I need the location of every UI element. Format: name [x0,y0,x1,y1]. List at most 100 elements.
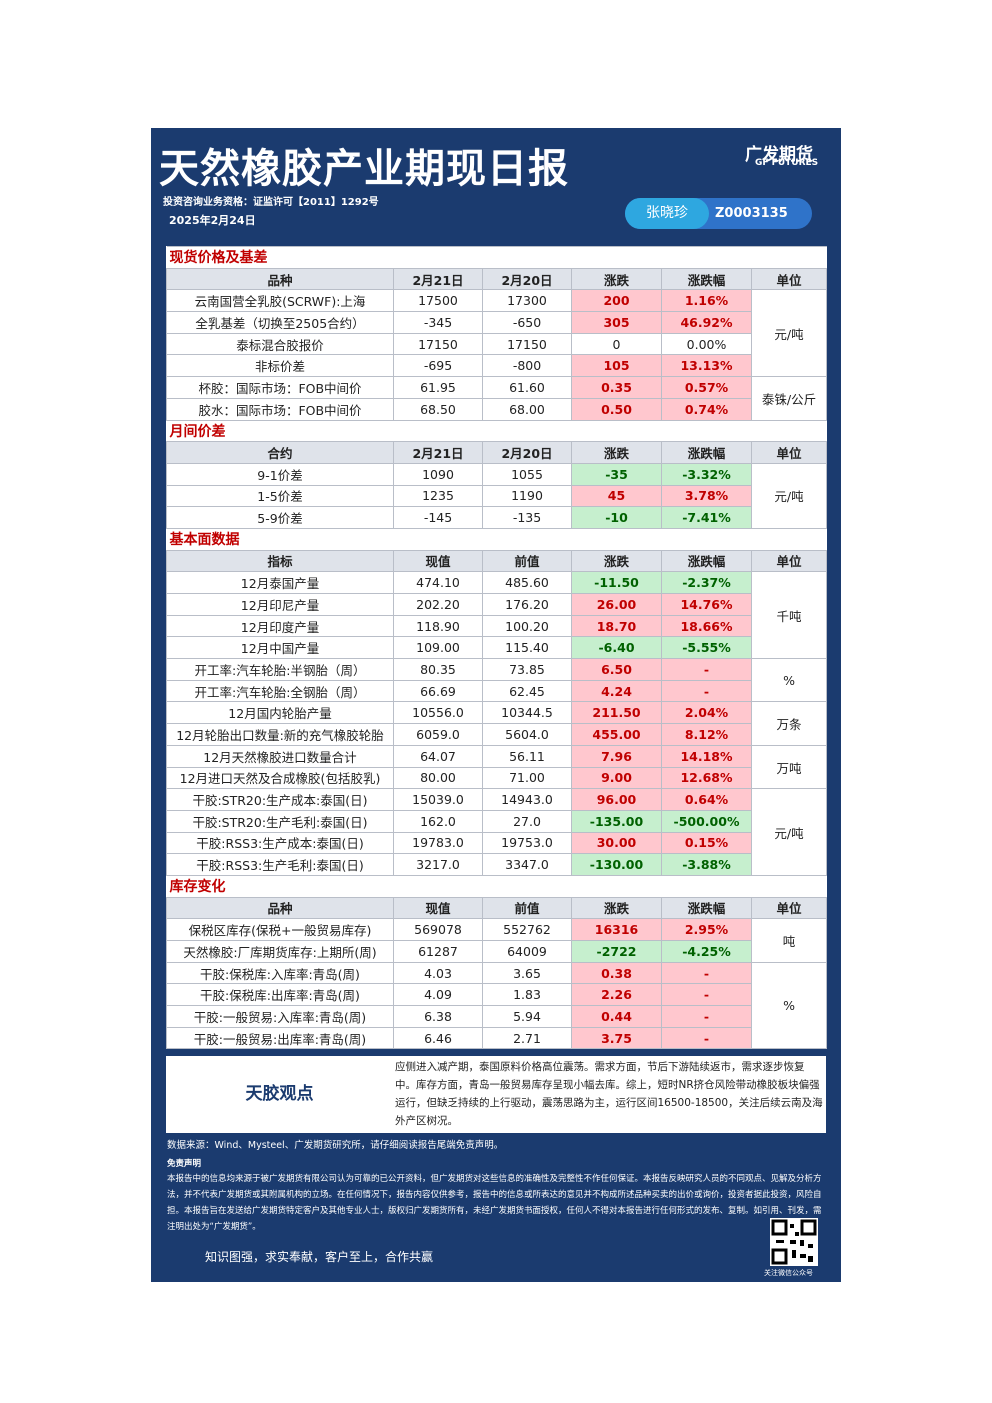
cell: -695 [393,354,483,378]
cell: 27.0 [482,809,572,833]
cell: -4.25% [661,940,752,963]
column-header: 前值 [482,549,572,573]
cell: 0.00% [661,332,752,356]
section-row: 库存变化 [166,874,827,898]
column-header: 合约 [166,441,394,464]
data-row: 12月泰国产量 474.10 485.60 -11.50 -2.37% 千吨 [166,571,828,660]
logo-en: GF FUTURES [755,158,819,168]
column-header: 涨跌幅 [661,549,752,573]
cell: -35 [571,462,662,486]
cell: 569078 [393,918,483,941]
row-label: 干胶:保税库:出库率:青岛(周) [166,983,394,1007]
date: 2025年2月24日 [169,214,256,227]
cell: 3347.0 [482,853,572,876]
cell: 64009 [482,940,572,963]
cell: 0.74% [661,397,752,421]
cell: 485.60 [482,571,572,594]
qr-caption: 关注微信公众号 [764,1269,813,1277]
row-label: 5-9价差 [166,506,394,529]
cell: 17300 [482,289,572,313]
cell: 305 [571,311,662,334]
row-label: 泰标混合胶报价 [166,332,394,356]
cell: 4.09 [393,983,483,1007]
cell: -135.00 [571,809,662,833]
disclaimer: 本报告中的信息均来源于被广发期货有限公司认为可靠的已公开资料，但广发期货对这些信… [167,1174,822,1232]
row-label: 干胶:一般贸易:出库率:青岛(周) [166,1026,394,1050]
cell: 19783.0 [393,831,483,855]
data-row: 云南国营全乳胶(SCRWF):上海 17500 17300 200 1.16% 元/吨 [166,289,828,378]
cell: 202.20 [393,593,483,616]
cell: 0.57% [661,376,752,399]
cell: 109.00 [393,636,483,660]
license: 投资咨询业务资格：证监许可【2011】1292号 [163,197,379,208]
cell: 1235 [393,484,483,508]
cell: 1055 [482,462,572,486]
cell: 4.03 [393,961,483,985]
data-row: 泰标混合胶报价 17150 17150 0 0.00% [166,332,827,356]
cell: 56.11 [482,744,572,768]
cell: 6.50 [571,658,662,681]
data-row: 5-9价差 -145 -135 -10 -7.41% [166,506,827,529]
row-label: 12月国内轮胎产量 [166,701,394,725]
unit: % [750,961,828,1050]
column-header: 单位 [750,896,828,920]
cell: -6.40 [571,636,662,660]
cell: -650 [482,311,572,334]
column-header: 前值 [482,896,572,920]
unit: 元/吨 [750,788,828,876]
header-row: 品种 现值 前值 涨跌 涨跌幅 单位 [166,896,828,920]
unit: 泰铢/公斤 [750,376,828,421]
cell: 6.46 [393,1026,483,1050]
cell: 552762 [482,918,572,941]
row-label: 干胶:保税库:入库率:青岛(周) [166,961,394,985]
row-label: 9-1价差 [166,462,394,486]
data-row: 干胶:STR20:生产成本:泰国(日) 15039.0 14943.0 96.00 0.… [166,788,828,876]
cell: 45 [571,484,662,508]
cell: 10344.5 [482,701,572,725]
cell: 2.71 [482,1026,572,1050]
disclaimer-title: 免责声明 [167,1159,202,1169]
cell: 2.04% [661,701,752,725]
cell: 61.60 [482,376,572,399]
data-row: 胶水：国际市场：FOB中间价 68.50 68.00 0.50 0.74% [166,397,827,421]
cell: 17150 [482,332,572,356]
cell: 17150 [393,332,483,356]
cell: -11.50 [571,571,662,594]
column-header: 涨跌 [571,549,662,573]
row-label: 12月进口天然及合成橡胶(包括胶乳) [166,766,394,790]
section-title: 基本面数据 [166,527,827,551]
cell: 15039.0 [393,788,483,811]
cell: 5.94 [482,1005,572,1028]
cell: -345 [393,311,483,334]
cell: 2.26 [571,983,662,1007]
column-header: 指标 [166,549,394,573]
section-row: 月间价差 [166,419,827,443]
cell: 4.24 [571,679,662,703]
cell: 118.90 [393,614,483,638]
cell: 68.00 [482,397,572,421]
row-label: 12月泰国产量 [166,571,394,594]
cell: 0 [571,332,662,356]
data-row: 开工率:汽车轮胎:全钢胎（周） 66.69 62.45 4.24- [166,679,827,703]
cell: 1.83 [482,983,572,1007]
data-row: 12月中国产量 109.00 115.40 -6.40 -5.55% [166,636,827,660]
cell: 0.50 [571,397,662,421]
data-row: 干胶:一般贸易:入库率:青岛(周) 6.38 5.94 0.44- [166,1005,827,1028]
data-row: 干胶:STR20:生产毛利:泰国(日) 162.0 27.0 -135.00 -500.… [166,809,827,833]
column-header: 涨跌幅 [661,896,752,920]
data-row: 12月国内轮胎产量 10556.0 10344.5 211.50 2.04% 万条 [166,701,828,746]
row-label: 干胶:STR20:生产毛利:泰国(日) [166,809,394,833]
analyst: 张晓珍 [625,198,709,229]
cell: -135 [482,506,572,529]
data-row: 干胶:一般贸易:出库率:青岛(周) 6.46 2.71 3.75- [166,1026,827,1050]
data-row: 保税区库存(保税+一般贸易库存) 569078 552762 16316 2.95% 吨 [166,918,828,963]
cell: 7.96 [571,744,662,768]
row-label: 云南国营全乳胶(SCRWF):上海 [166,289,394,313]
cell: 61.95 [393,376,483,399]
data-row: 干胶:保税库:入库率:青岛(周) 4.03 3.65 0.38-% [166,961,828,1050]
viewpoint-label: 天胶观点 [245,1084,314,1104]
cell: 16316 [571,918,662,941]
data-row: 开工率:汽车轮胎:半钢胎（周） 80.35 73.85 6.50-% [166,658,828,703]
column-header: 单位 [750,441,828,464]
viewpoint-text: 应侧进入减产期，泰国原料价格高位震荡。需求方面，节后下游陆续返市，需求逐步恢复中… [395,1061,823,1127]
